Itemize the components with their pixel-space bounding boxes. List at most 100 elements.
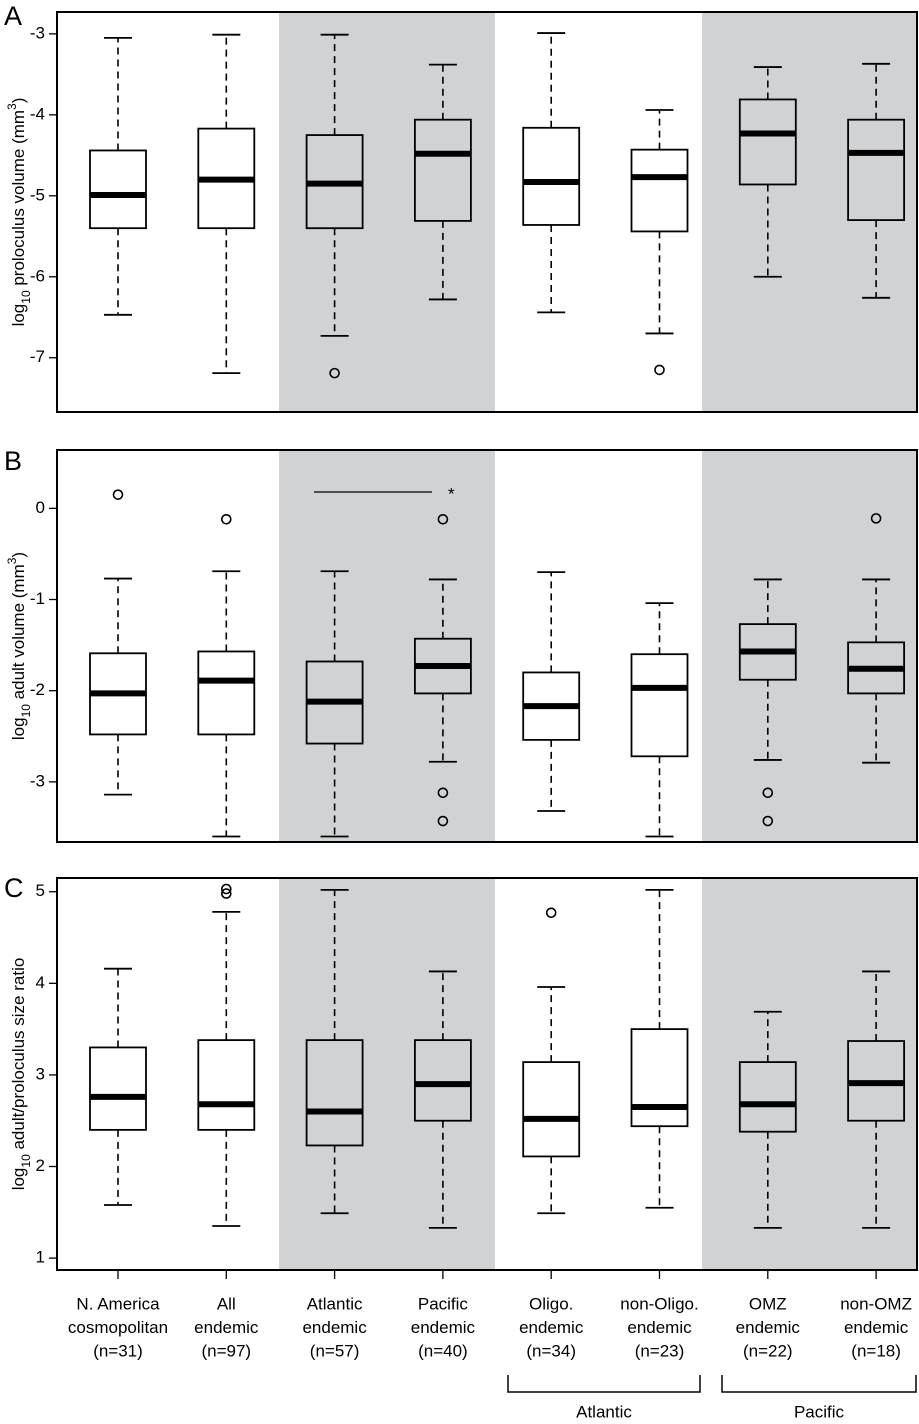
y-axis-label-part: log xyxy=(9,304,28,327)
y-tick-label: -6 xyxy=(30,266,45,285)
group-bracket xyxy=(507,1375,701,1393)
y-axis-label-part: adult volume (mm xyxy=(9,564,28,704)
y-axis-label: log10 adult/proloculus size ratio xyxy=(9,958,33,1191)
plot-frame xyxy=(56,11,918,413)
box xyxy=(413,118,472,222)
box xyxy=(197,650,256,736)
x-tick-label: OMZ xyxy=(749,1294,787,1313)
x-tick-label: (n=34) xyxy=(526,1341,576,1360)
y-tick-label: 5 xyxy=(36,881,45,900)
box xyxy=(413,1039,472,1122)
y-axis-label-part: 10 xyxy=(19,704,33,718)
outlier xyxy=(437,787,449,799)
outlier xyxy=(437,815,449,827)
y-axis-label-part: 10 xyxy=(19,1154,33,1168)
y-axis-label-part: log xyxy=(9,1168,28,1191)
box xyxy=(89,1046,147,1131)
outlier xyxy=(545,907,557,919)
x-tick-label: (n=40) xyxy=(418,1341,468,1360)
annotation: * xyxy=(448,484,455,503)
y-axis-label-part: 10 xyxy=(19,290,33,304)
group-label: Atlantic xyxy=(576,1402,632,1421)
panel-letter: A xyxy=(4,1,22,31)
x-tick-label: (n=18) xyxy=(851,1341,901,1360)
y-axis-label-part: 3 xyxy=(5,103,19,110)
y-tick-label: 0 xyxy=(36,498,45,517)
x-tick-label: endemic xyxy=(627,1318,692,1337)
outlier xyxy=(112,489,124,500)
shaded-region xyxy=(702,12,917,412)
box xyxy=(847,118,905,221)
x-tick-label: (n=31) xyxy=(93,1341,143,1360)
shaded-region xyxy=(702,450,917,842)
y-tick-label: -4 xyxy=(30,104,45,123)
y-axis-label-part: log xyxy=(9,717,28,740)
y-axis-label: log10 adult volume (mm3) xyxy=(5,552,33,740)
box xyxy=(522,1061,581,1158)
box xyxy=(738,98,797,186)
outlier xyxy=(221,888,232,899)
y-tick-label: -5 xyxy=(30,185,45,204)
x-tick-label: (n=57) xyxy=(310,1341,360,1360)
y-tick-label: -3 xyxy=(30,23,45,42)
y-tick-label: 4 xyxy=(36,973,45,992)
box xyxy=(630,653,689,758)
x-tick-label: endemic xyxy=(411,1318,476,1337)
x-tick-label: (n=97) xyxy=(201,1341,251,1360)
y-tick-label: -1 xyxy=(30,589,45,608)
y-tick-label: 3 xyxy=(36,1064,45,1083)
box xyxy=(738,1061,797,1133)
outlier xyxy=(221,883,232,895)
x-tick-label: non-Oligo. xyxy=(620,1294,698,1313)
box xyxy=(197,1039,256,1131)
y-axis-label-part: 3 xyxy=(5,557,19,564)
y-axis-label-part: ) xyxy=(9,98,28,104)
outlier xyxy=(654,364,665,376)
x-tick-label: Atlantic xyxy=(307,1294,363,1313)
y-tick-label: -2 xyxy=(30,680,45,699)
outlier xyxy=(437,513,449,525)
x-tick-label: (n=23) xyxy=(635,1341,685,1360)
y-axis-label-part: ) xyxy=(9,552,28,558)
x-tick-label: Pacific xyxy=(418,1294,469,1313)
y-tick-label: -7 xyxy=(30,347,45,366)
x-tick-label: endemic xyxy=(194,1318,259,1337)
y-axis-label-part: adult/proloculus size ratio xyxy=(9,958,28,1155)
outlier xyxy=(762,787,774,799)
panel-letter: B xyxy=(4,446,22,476)
shaded-region xyxy=(702,878,917,1270)
box xyxy=(89,149,147,230)
outlier xyxy=(221,513,232,525)
x-tick-label: All xyxy=(217,1294,236,1313)
x-tick-label: endemic xyxy=(736,1318,801,1337)
y-axis-label-part: proloculus volume (mm xyxy=(9,110,28,290)
x-tick-label: N. America xyxy=(76,1294,160,1313)
x-tick-label: Oligo. xyxy=(529,1294,573,1313)
shaded-region xyxy=(279,12,495,412)
y-tick-label: 2 xyxy=(36,1156,45,1175)
box xyxy=(305,1039,364,1147)
x-tick-label: endemic xyxy=(302,1318,367,1337)
y-tick-label: 1 xyxy=(36,1248,45,1267)
outlier xyxy=(762,815,774,827)
box xyxy=(522,126,581,226)
shaded-region xyxy=(279,878,495,1270)
shaded-region xyxy=(279,450,495,842)
x-tick-label: (n=22) xyxy=(743,1341,793,1360)
x-tick-label: cosmopolitan xyxy=(68,1318,168,1337)
y-axis-label: log10 proloculus volume (mm3) xyxy=(5,98,33,327)
plot-frame xyxy=(56,449,918,843)
outlier xyxy=(870,513,882,524)
x-tick-label: endemic xyxy=(844,1318,909,1337)
panel-letter: C xyxy=(4,873,24,903)
plot-frame xyxy=(56,877,918,1271)
y-tick-label: -3 xyxy=(30,771,45,790)
outlier xyxy=(329,367,340,379)
box xyxy=(630,148,689,233)
x-tick-label: endemic xyxy=(519,1318,584,1337)
x-tick-label: non-OMZ xyxy=(840,1294,912,1313)
group-bracket xyxy=(721,1375,917,1393)
box xyxy=(630,1028,689,1128)
group-label: Pacific xyxy=(794,1402,845,1421)
